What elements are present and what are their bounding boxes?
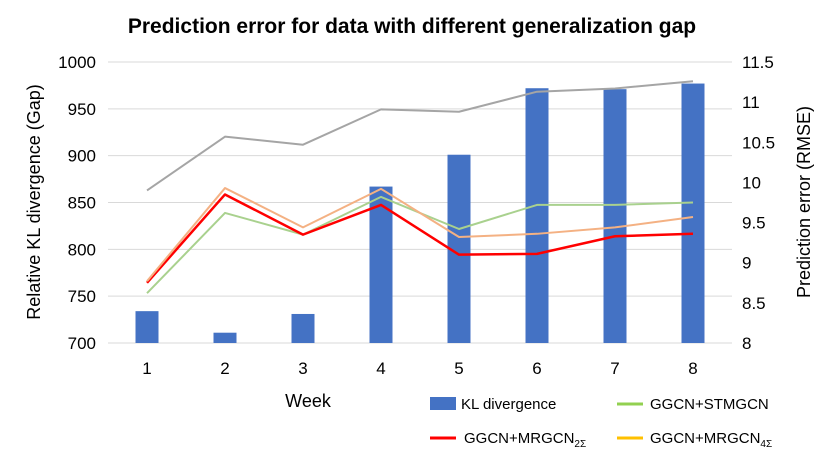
bar-series xyxy=(135,83,705,343)
x-tick-label: 3 xyxy=(298,359,307,378)
legend-label-ggcn-mrgcn-4-sub: 4Σ xyxy=(760,439,772,450)
y-left-tick-label: 950 xyxy=(68,100,96,119)
legend: KL divergence GGCN+STMGCN GGCN+MRGCN2Σ G… xyxy=(430,396,772,450)
y-right-tick-label: 11 xyxy=(742,93,760,112)
y-right-tick-label: 9 xyxy=(742,254,751,273)
legend-label-ggcn-stmgcn: GGCN+STMGCN xyxy=(650,396,769,413)
line-series-1 xyxy=(146,80,694,192)
bar xyxy=(213,332,237,343)
chart-title: Prediction error for data with different… xyxy=(128,15,696,38)
bar xyxy=(291,313,315,343)
legend-label-ggcn-mrgcn-4-base: GGCN+MRGCN xyxy=(650,430,760,447)
legend-swatch-kl-divergence xyxy=(430,397,456,410)
y-axis-left-label: Relative KL divergence (Gap) xyxy=(24,84,44,319)
y-right-tick-label: 9.5 xyxy=(742,214,766,233)
y-axis-left-ticks: 700 750 800 850 900 950 1000 xyxy=(58,53,96,353)
bar xyxy=(135,311,159,343)
y-right-tick-label: 10.5 xyxy=(742,133,775,152)
y-axis-right-ticks: 8 8.5 9 9.5 10 10.5 11 11.5 xyxy=(742,53,775,353)
y-right-tick-label: 11.5 xyxy=(742,53,774,72)
x-axis-ticks: 1 2 3 4 5 6 7 8 xyxy=(142,359,697,378)
x-tick-label: 5 xyxy=(454,359,463,378)
y-right-tick-label: 8 xyxy=(742,334,751,353)
y-right-tick-label: 10 xyxy=(742,173,761,192)
x-tick-label: 6 xyxy=(532,359,541,378)
bar xyxy=(525,88,549,343)
x-tick-label: 1 xyxy=(142,359,151,378)
legend-label-ggcn-mrgcn-2-base: GGCN+MRGCN xyxy=(464,430,574,447)
gridlines xyxy=(108,61,732,344)
bar xyxy=(369,186,393,343)
y-left-tick-label: 1000 xyxy=(58,53,96,72)
bar xyxy=(681,83,705,343)
y-left-tick-label: 900 xyxy=(68,147,96,166)
legend-label-ggcn-mrgcn-2-sub: 2Σ xyxy=(574,439,586,450)
y-axis-right-label: Prediction error (RMSE) xyxy=(794,106,814,298)
y-left-tick-label: 750 xyxy=(68,287,96,306)
line-series xyxy=(146,80,694,294)
bar xyxy=(447,154,471,343)
legend-label-kl-divergence: KL divergence xyxy=(461,396,556,413)
legend-label-ggcn-mrgcn-4: GGCN+MRGCN4Σ xyxy=(650,430,772,450)
line-series-3 xyxy=(146,193,694,284)
x-tick-label: 4 xyxy=(376,359,385,378)
legend-label-ggcn-mrgcn-2: GGCN+MRGCN2Σ xyxy=(464,430,586,450)
x-tick-label: 2 xyxy=(220,359,229,378)
y-left-tick-label: 700 xyxy=(68,334,96,353)
bar xyxy=(603,89,627,343)
x-tick-label: 8 xyxy=(688,359,697,378)
y-right-tick-label: 8.5 xyxy=(742,294,766,313)
x-axis-label: Week xyxy=(285,391,332,411)
y-left-tick-label: 800 xyxy=(68,240,96,259)
y-left-tick-label: 850 xyxy=(68,194,96,213)
line-series-4 xyxy=(146,187,694,282)
x-tick-label: 7 xyxy=(610,359,619,378)
